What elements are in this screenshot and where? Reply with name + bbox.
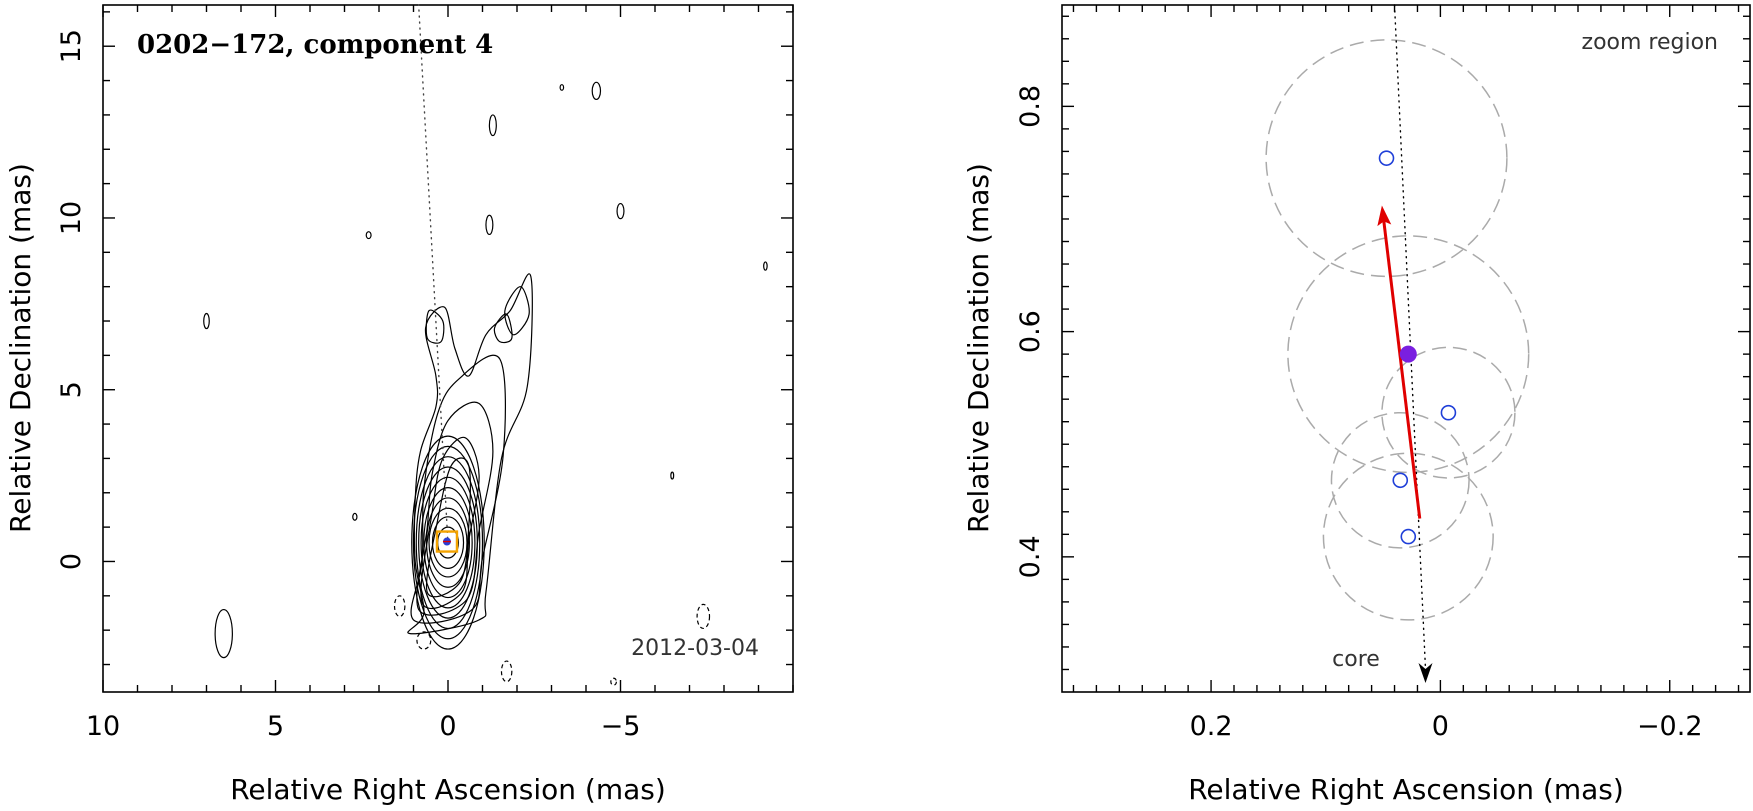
right-x-tick-label: 0.2 [1190,711,1233,742]
island-contour [763,261,768,271]
core-direction-arrowhead [1418,662,1433,683]
jet-contour [425,309,445,344]
left-tick-labels: 10 5 0 −5 0 5 10 15 [56,29,640,742]
velocity-vector [1382,221,1422,519]
component-marker [435,530,459,553]
epoch-position-marker [1392,472,1409,489]
jet-direction-line [417,4,449,545]
left-overlay [417,4,459,553]
jet-contour [425,457,471,598]
jet-contour [416,401,494,616]
epoch-position-marker [1400,528,1417,545]
core-contour [423,487,473,599]
jet-contour [407,273,533,635]
left-contour-map [203,81,768,686]
negative-contour [416,631,432,650]
negative-contour [500,660,513,683]
left-date-label: 2012-03-04 [631,636,759,661]
core-contour [412,445,484,640]
island-contour [670,471,675,480]
left-x-axis-label: Relative Right Ascension (mas) [230,773,666,806]
core-contour [420,476,476,609]
right-axis-ticks [1062,5,1750,692]
right-y-tick-label: 0.6 [1015,310,1046,353]
jet-contour [410,354,506,624]
negative-contour [393,595,406,618]
left-y-axis-label: Relative Declination (mas) [4,163,37,533]
island-contour [485,214,494,236]
negative-contour [610,677,617,686]
position-error-circle [1330,411,1470,549]
right-data-marks [1265,4,1530,683]
right-x-axis-label: Relative Right Ascension (mas) [1188,773,1624,806]
core-label: core [1332,647,1380,672]
jet-contour [504,286,530,336]
jet-contour [493,313,513,344]
right-y-tick-label: 0.8 [1015,85,1046,128]
right-tick-labels: 0.2 0 −0.2 0.4 0.6 0.8 [1015,85,1703,742]
left-panel: 10 5 0 −5 0 5 10 15 0202−172, component 4 2012-… [4,4,794,806]
left-plot-title: 0202−172, component 4 [137,30,493,60]
velocity-arrowhead [1377,205,1392,227]
left-x-tick-label: −5 [601,711,641,742]
island-contour [352,512,358,521]
position-error-circle [1381,346,1516,479]
left-y-tick-label: 10 [56,201,87,235]
left-y-tick-label: 15 [56,29,87,63]
left-x-tick-label: 10 [86,711,120,742]
right-x-tick-label: 0 [1432,711,1449,742]
left-y-tick-label: 5 [56,381,87,398]
island-contour [591,81,602,101]
position-error-circle [1287,235,1530,474]
position-error-circle [1322,452,1494,621]
position-error-circle [1265,39,1508,278]
right-y-tick-label: 0.4 [1015,535,1046,578]
left-x-tick-label: 5 [267,711,284,742]
right-x-tick-label: −0.2 [1637,711,1703,742]
mean-position-marker [1399,345,1417,363]
epoch-position-marker [1440,404,1457,421]
island-contour [559,84,565,91]
core-contour [428,507,468,578]
island-contour [203,312,210,330]
right-y-axis-label: Relative Declination (mas) [962,163,995,533]
left-y-tick-label: 0 [56,553,87,570]
island-contour [214,608,233,659]
negative-contour [696,603,711,630]
island-contour [488,114,497,137]
right-plot-frame [1061,4,1751,693]
left-x-tick-label: 0 [439,711,456,742]
island-contour [616,202,625,220]
right-panel: 0.2 0 −0.2 0.4 0.6 0.8 zoom region core Relat… [962,4,1751,806]
zoom-region-label: zoom region [1582,30,1718,55]
core-contour [411,435,485,650]
jet-contour [420,436,480,609]
left-axis-ticks [102,5,794,692]
island-contour [365,231,372,240]
epoch-position-marker [1378,150,1395,166]
left-plot-frame [102,4,794,693]
